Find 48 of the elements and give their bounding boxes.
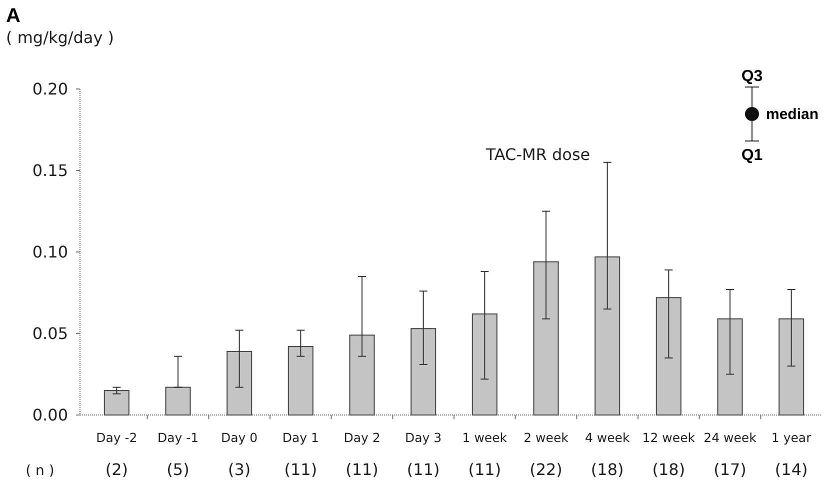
text: (18) <box>652 460 686 479</box>
text: ( n ) <box>26 463 54 479</box>
y-tick-label: 0.05 <box>32 324 68 344</box>
x-tick-label: 1 year <box>771 430 812 445</box>
x-tick-label: 2 week <box>524 430 570 445</box>
bar <box>226 350 252 416</box>
x-tick-label: Day -2 <box>96 430 138 445</box>
bar <box>349 334 375 416</box>
text: (18) <box>590 460 624 479</box>
text: (2) <box>105 460 128 479</box>
bar <box>717 318 743 416</box>
annotation: Q1 <box>741 147 763 164</box>
y-tick-label: 0.10 <box>32 242 68 262</box>
text: (17) <box>714 460 746 479</box>
chart-title: A <box>6 5 20 27</box>
annotation: median <box>766 106 819 123</box>
bar <box>778 318 804 416</box>
y-tick-label: 0.15 <box>32 161 68 180</box>
text: (3) <box>228 460 251 479</box>
text: TAC-MR dose <box>484 145 590 164</box>
bar <box>410 328 436 416</box>
bar <box>533 261 559 416</box>
bar <box>472 313 498 416</box>
x-tick-label: Day 2 <box>344 430 380 445</box>
x-tick-label: Day 1 <box>282 430 319 445</box>
text: (11) <box>284 460 318 479</box>
y-tick-label: 0.00 <box>32 406 68 425</box>
bar <box>288 346 314 416</box>
x-tick-label: 4 week <box>584 430 630 445</box>
text: (11) <box>406 460 440 479</box>
y-tick-label: 0.20 <box>32 80 68 99</box>
bar <box>594 256 620 416</box>
text: (5) <box>166 460 190 479</box>
text: Q3 <box>741 68 763 85</box>
x-tick-label: 1 week <box>462 430 508 445</box>
text: (11) <box>346 460 378 479</box>
bar <box>104 390 130 416</box>
bar <box>656 297 682 416</box>
text: (11) <box>468 460 502 479</box>
x-tick-label: 24 week <box>704 430 758 445</box>
x-tick-label: Day -1 <box>157 430 199 445</box>
text: (14) <box>774 460 808 479</box>
bar <box>165 386 191 416</box>
y-axis-title: ( mg/kg/day ) <box>6 28 114 47</box>
x-tick-label: 12 week <box>642 430 696 445</box>
text: (22) <box>530 460 562 479</box>
x-tick-label: Day 3 <box>405 430 442 445</box>
x-tick-label: Day 0 <box>221 430 258 445</box>
